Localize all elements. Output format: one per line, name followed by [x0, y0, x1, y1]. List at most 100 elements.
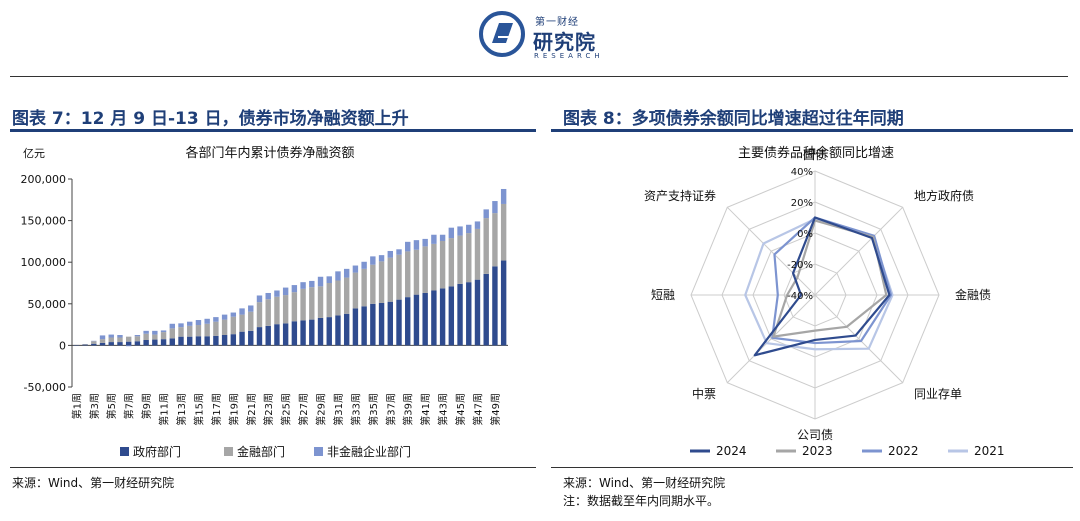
radar-tick-label: -40% [787, 291, 813, 302]
bar-segment [500, 203, 507, 261]
bar-segment [405, 251, 411, 298]
bar-segment [230, 316, 237, 335]
bar-segment [343, 313, 350, 346]
figure-7-source: 来源：Wind、第一财经研究院 [12, 476, 175, 490]
bar-segment [169, 323, 175, 329]
radar-axis-label: 地方政府债 [914, 188, 974, 203]
logo-top-text: 第一财经 [535, 17, 579, 28]
bar-segment [422, 292, 428, 346]
bar-segment [317, 276, 324, 287]
bar-segment [187, 321, 193, 326]
x-tick-label: 第37周 [384, 393, 397, 426]
figure-8-source: 来源：Wind、第一财经研究院 [563, 476, 726, 490]
bar-segment [317, 286, 324, 318]
bar-segment [125, 341, 132, 346]
figure-8-source-rule [551, 467, 1073, 468]
bar-segment [169, 338, 175, 346]
bar-segment [413, 249, 420, 295]
bar-segment [474, 228, 481, 280]
bar-segment [248, 311, 254, 331]
bar-segment [413, 294, 420, 346]
bar-segment [309, 319, 315, 346]
bar-segment [160, 332, 167, 340]
bar-segment [143, 330, 149, 334]
x-tick-label: 第15周 [192, 393, 205, 426]
bar-segment [91, 343, 97, 346]
radar-spoke [814, 206, 904, 296]
bar-segment [204, 318, 210, 324]
x-tick-label: 第25周 [280, 393, 293, 426]
logo-main-text: 研究院 [533, 30, 596, 54]
bar-segment [282, 287, 289, 296]
bar-segment [335, 315, 341, 346]
bar-segment [82, 344, 88, 346]
x-tick-label: 第23周 [262, 393, 275, 426]
radar-axis-label: 中票 [692, 386, 716, 401]
bar-segment [187, 336, 193, 346]
bar-segment [448, 227, 455, 239]
x-tick-label: 第41周 [419, 393, 432, 426]
figure-8-title: 图表 8：多项债券余额同比增速超过往年同期 [563, 109, 904, 129]
bar-segment [204, 336, 210, 346]
bar-segment [291, 292, 298, 322]
y-tick-label: 100,000 [21, 256, 67, 269]
bar-segment [431, 234, 437, 244]
bar-segment [204, 323, 210, 337]
bar-segment [335, 280, 341, 316]
bar-segment [405, 241, 411, 252]
legend-label: 2023 [802, 444, 833, 458]
bar-segment [457, 283, 463, 346]
bar-segment [248, 305, 254, 312]
bar-segment [439, 288, 446, 346]
bar-segment [99, 342, 106, 346]
logo-sub-text: RESEARCH [534, 52, 604, 60]
bar-segment [483, 218, 489, 274]
radar-spoke [726, 206, 816, 296]
bar-segment [213, 335, 219, 346]
bar-segment [448, 286, 455, 346]
bar-segment [387, 250, 393, 258]
radar-chart-legend: 2024 2023 2022 2021 [690, 444, 1005, 458]
bar-segment [160, 330, 167, 333]
bar-segment [309, 287, 315, 320]
bar-segment [117, 337, 123, 343]
bar-segment [370, 256, 376, 265]
bar-segment [195, 325, 202, 337]
bar-segment [221, 314, 228, 320]
legend-swatch [314, 447, 323, 456]
bar-segment [361, 306, 367, 346]
bar-segment [152, 330, 158, 335]
bar-segment [108, 342, 114, 346]
bar-segment [457, 226, 463, 236]
bar-segment [282, 323, 289, 346]
bar-segment [343, 268, 350, 278]
bar-segment [152, 339, 158, 346]
bar-segment [326, 283, 332, 318]
y-tick-label: 0 [59, 339, 66, 352]
bar-segment [361, 268, 367, 307]
bar-segment [317, 317, 324, 346]
bar-segment [221, 335, 228, 346]
bar-segment [169, 328, 175, 339]
bar-segment [291, 285, 298, 293]
bar-segment [448, 238, 455, 287]
bar-segment [91, 341, 97, 344]
bar-segment [239, 331, 245, 346]
bar-segment [282, 295, 289, 324]
bar-segment [466, 224, 472, 234]
bar-segment [492, 213, 498, 267]
radar-spoke [814, 294, 904, 384]
bar-segment [387, 301, 393, 346]
x-tick-label: 第1周 [70, 393, 83, 419]
x-tick-label: 第33周 [349, 393, 362, 426]
x-tick-label: 第27周 [297, 393, 310, 426]
bar-segment [239, 314, 245, 332]
x-tick-label: 第47周 [471, 393, 484, 426]
figure-7-title: 图表 7：12 月 9 日-13 日，债券市场净融资额上升 [12, 109, 409, 129]
x-tick-label: 第3周 [88, 393, 101, 419]
bar-segment [256, 302, 263, 328]
legend-label: 2022 [888, 444, 919, 458]
bar-segment [396, 249, 402, 255]
x-tick-label: 第21周 [245, 393, 258, 426]
